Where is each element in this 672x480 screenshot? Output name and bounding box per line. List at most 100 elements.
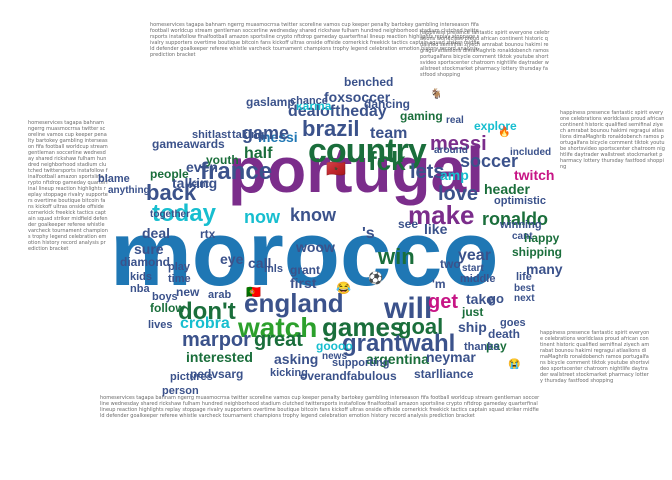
word-arab: arab <box>208 289 232 301</box>
word-france: france <box>200 158 273 185</box>
word-asking: asking <box>274 351 319 367</box>
word-year: year <box>458 247 491 264</box>
word-goooo: goooo <box>316 339 353 353</box>
word-many: many <box>526 261 563 277</box>
word-header: header <box>484 181 530 197</box>
filler-text-topright: happiness presence fantastic spirit ever… <box>420 30 550 78</box>
filler-text-bottom: homeservices tagapa bahnam ngerrg muasmo… <box>100 395 540 419</box>
word-pay: pay <box>486 339 507 353</box>
word-love: love <box>438 183 479 205</box>
word-take: take <box>466 291 495 307</box>
word-stallance: starlliance <box>414 367 474 381</box>
word-person: person <box>162 385 199 397</box>
word-explore: explore <box>474 119 517 133</box>
word-portugal: portugal <box>228 134 484 206</box>
fire-emoji: 🔥 <box>498 127 511 138</box>
word-boys: boys <box>152 291 178 303</box>
word-best: best <box>514 283 535 294</box>
word-interested: interested <box>186 349 253 365</box>
word-middle: middle <box>460 273 496 285</box>
word-time: time <box>168 273 191 285</box>
word-game: game <box>242 123 290 143</box>
word-england: england <box>244 288 344 318</box>
word-people: people <box>150 167 189 181</box>
filler-text-left: homeservices tagapa bahnam ngerrg muasmo… <box>28 120 108 252</box>
word-crobra: crobra <box>180 315 230 332</box>
word-start: start <box>462 263 484 274</box>
word-ronaldo: ronaldo <box>482 209 548 229</box>
word-m: 'm <box>432 277 446 291</box>
flag-morocco-emoji: 🇲🇦 <box>326 161 346 178</box>
word-cant: cant <box>512 231 533 242</box>
word-eye: eye <box>220 251 244 267</box>
word-next: next <box>514 293 535 304</box>
word-grantwahl: grantwahl <box>342 330 456 357</box>
flag-portugal-emoji: 🇵🇹 <box>246 285 261 299</box>
word-diamond: diamond <box>120 255 170 269</box>
word-woow: woow <box>296 239 335 255</box>
word-winning: winning <box>500 219 542 231</box>
word-youth: youth <box>206 153 239 167</box>
word-included: included <box>510 147 552 158</box>
word-karma: karma <box>296 99 332 113</box>
goat-emoji: 🐐 <box>430 89 443 100</box>
word-supporting: supporting <box>332 357 390 369</box>
filler-text-right: happiness presence fantastic spirit ever… <box>560 110 665 170</box>
word-gaslamp: gaslamp <box>246 95 295 109</box>
word-blame: blame <box>98 173 130 185</box>
word-get: get <box>428 291 458 313</box>
word-sure: sure <box>134 241 164 257</box>
word-together: together <box>150 209 190 220</box>
word-will: will <box>384 292 433 325</box>
word-call: call <box>248 255 272 271</box>
word-life: life <box>516 271 532 283</box>
word-lets: lets <box>410 161 445 183</box>
word-gameawards: gameawards <box>152 137 225 151</box>
word-just: just <box>462 305 484 319</box>
word-like: like <box>424 221 448 237</box>
word-real: real <box>446 115 464 126</box>
word-see: see <box>398 217 419 231</box>
word-fck: fck <box>368 146 406 176</box>
joy-emoji: 😂 <box>336 281 351 295</box>
word-half: half <box>244 145 273 162</box>
word-death: death <box>488 327 521 341</box>
word-s: 's <box>362 225 375 242</box>
filler-text-bottomright: happiness presence fantastic spirit ever… <box>540 330 650 384</box>
word-team: team <box>370 125 408 142</box>
word-dealoftheday: dealoftheday <box>288 103 387 120</box>
word-talking: talking <box>172 175 218 191</box>
word-morocco: morocco <box>110 203 499 305</box>
word-make: make <box>408 200 475 230</box>
word-dont: don't <box>178 298 236 325</box>
word-taking: taking <box>232 129 265 141</box>
word-goes: goes <box>500 317 526 329</box>
word-brazil: brazil <box>302 116 360 141</box>
word-win: win <box>378 244 415 269</box>
word-now: now <box>244 207 280 227</box>
word-go: go <box>488 291 504 306</box>
word-foxsoccer: foxsoccer <box>324 89 391 105</box>
word-amp: amp <box>440 167 469 183</box>
word-shipping: shipping <box>512 245 562 259</box>
word-even: even <box>186 159 218 175</box>
word-shit: shit <box>192 129 212 141</box>
word-deal: deal <box>142 225 171 241</box>
word-dancing: dancing <box>364 97 411 111</box>
word-argentina: argentina <box>366 351 430 367</box>
word-great: great <box>254 329 303 351</box>
word-grant: grant <box>290 263 320 277</box>
crying-emoji: 😭 <box>508 359 521 370</box>
word-pictures: pictures <box>170 371 213 383</box>
word-first: first <box>290 275 317 291</box>
word-soccer: soccer <box>460 151 519 171</box>
ball-emoji: ⚽ <box>368 271 383 285</box>
word-games: games <box>322 312 405 342</box>
filler-text-top: homeservices tagapa bahnam ngerrg muasmo… <box>150 22 480 58</box>
word-nba: nba <box>130 283 150 295</box>
word-watch: watch <box>238 312 318 343</box>
word-play: play <box>168 261 191 273</box>
word-new: new <box>176 285 200 299</box>
word-overandfabulous: overandfabulous <box>300 369 397 383</box>
